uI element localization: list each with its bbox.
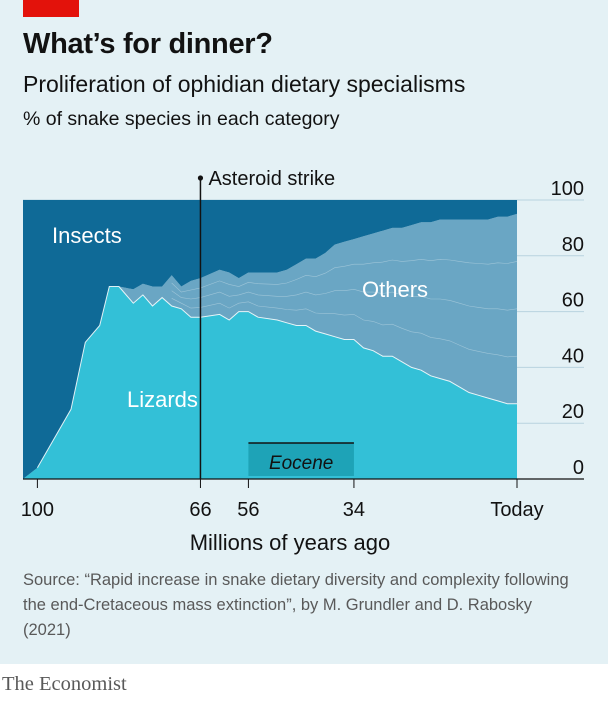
area-insects: [23, 200, 517, 479]
asteroid-strike-dot: [197, 175, 204, 181]
chart-unit-label: % of snake species in each category: [23, 108, 340, 130]
y-tick-label: 20: [562, 401, 584, 423]
lizards-boundary-line: [36, 286, 517, 469]
series-label-lizards: Lizards: [127, 387, 198, 412]
x-tick-label: 66: [189, 499, 211, 521]
x-tick-label: 100: [21, 499, 54, 521]
chart-subtitle: Proliferation of ophidian dietary specia…: [23, 71, 466, 97]
series-label-others: Others: [362, 277, 428, 302]
x-tick-label: 56: [237, 499, 259, 521]
area-others: [23, 213, 517, 479]
x-tick-label: 34: [343, 499, 365, 521]
series-label-insects: Insects: [52, 223, 122, 248]
y-tick-label: 0: [573, 457, 584, 479]
area-lizards: [23, 286, 517, 479]
x-tick-label: Today: [490, 499, 543, 521]
y-tick-label: 100: [551, 178, 584, 200]
source-note: Source: “Rapid increase in snake dietary…: [23, 571, 569, 639]
others-subcategory-line: [171, 298, 518, 358]
eocene-label: Eocene: [269, 453, 333, 474]
asteroid-strike-label: Asteroid strike: [208, 168, 335, 190]
stacked-area-chart: 0 20 40 60 80 100 100 66 56 34 Today Millions of ye…: [21, 168, 584, 555]
others-subcategory-line: [171, 258, 518, 293]
y-tick-label: 40: [562, 345, 584, 367]
others-subcategory-line: [171, 288, 518, 311]
eocene-band: [248, 443, 354, 476]
y-tick-label: 80: [562, 234, 584, 256]
y-tick-label: 60: [562, 290, 584, 312]
x-axis-title: Millions of years ago: [190, 530, 391, 555]
brand-red-tab: [23, 0, 79, 17]
brand-logo: The Economist: [2, 673, 127, 695]
chart-title: What’s for dinner?: [23, 28, 273, 60]
